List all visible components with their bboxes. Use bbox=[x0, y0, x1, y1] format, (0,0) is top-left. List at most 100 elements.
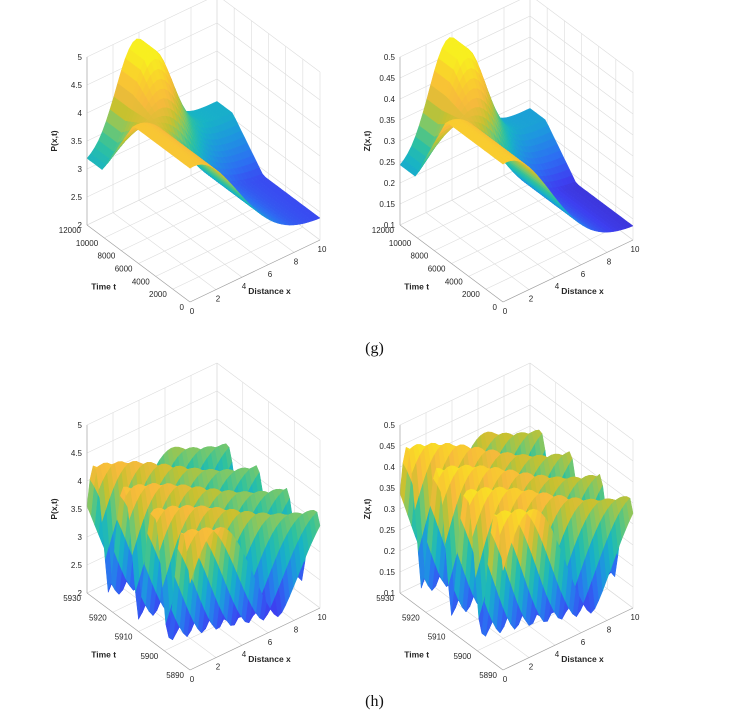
z-tick-label: 0.15 bbox=[379, 568, 395, 577]
surface-patch bbox=[499, 159, 508, 165]
x-tick-label: 2 bbox=[216, 295, 221, 304]
surface bbox=[399, 429, 634, 638]
x-tick-label: 6 bbox=[581, 638, 586, 647]
z-tick-label: 0.1 bbox=[384, 589, 396, 598]
z-axis-label: P(x,t) bbox=[49, 498, 59, 519]
x-tick-label: 0 bbox=[503, 675, 508, 684]
y-tick-label: 5910 bbox=[428, 633, 446, 642]
z-tick-label: 0.4 bbox=[384, 95, 396, 104]
z-tick-label: 3 bbox=[78, 533, 83, 542]
surface-plot-z-g: 02468100200040006000800010000120000.10.1… bbox=[362, 0, 640, 316]
z-tick-label: 0.25 bbox=[379, 526, 395, 535]
y-tick-label: 0 bbox=[493, 303, 498, 312]
z-tick-label: 0.3 bbox=[384, 137, 396, 146]
surface-plot-p-h: 02468105890590059105920593022.533.544.55… bbox=[49, 362, 327, 684]
y-axis-label: Time t bbox=[404, 281, 429, 291]
plot-g-right: 0 2 4 6 8 10 0 2000 4000 6000 8000 10000 12000 0.1 0.1… bbox=[362, 0, 663, 320]
x-tick-label: 8 bbox=[607, 625, 612, 634]
y-tick-label: 4000 bbox=[445, 277, 463, 286]
z-tick-label: 0.45 bbox=[379, 74, 395, 83]
y-tick-label: 2000 bbox=[462, 290, 480, 299]
y-tick-label: 2000 bbox=[149, 290, 167, 299]
y-tick-label: 0 bbox=[180, 303, 185, 312]
z-tick-label: 4 bbox=[78, 109, 83, 118]
surface-plot-z-h: 0246810589059005910592059300.10.150.20.2… bbox=[362, 362, 640, 684]
x-tick-label: 4 bbox=[242, 282, 247, 291]
z-tick-label: 0.35 bbox=[379, 484, 395, 493]
surface-patch bbox=[499, 525, 508, 571]
x-tick-label: 8 bbox=[607, 257, 612, 266]
z-tick-label: 0.3 bbox=[384, 505, 396, 514]
z-axis-label: Z(x,t) bbox=[362, 498, 372, 519]
x-tick-label: 6 bbox=[581, 270, 586, 279]
x-tick-label: 4 bbox=[555, 282, 560, 291]
x-tick-label: 6 bbox=[268, 270, 273, 279]
z-tick-label: 0.4 bbox=[384, 463, 396, 472]
y-tick-label: 5890 bbox=[479, 671, 497, 680]
x-tick-label: 0 bbox=[503, 307, 508, 316]
y-tick-label: 8000 bbox=[411, 252, 429, 261]
x-tick-label: 0 bbox=[190, 307, 195, 316]
z-tick-label: 4 bbox=[78, 477, 83, 486]
x-tick-label: 2 bbox=[216, 663, 221, 672]
x-axis-label: Distance x bbox=[561, 654, 604, 664]
x-tick-label: 10 bbox=[631, 245, 640, 254]
z-axis-label: Z(x,t) bbox=[362, 130, 372, 151]
z-tick-label: 0.2 bbox=[384, 179, 396, 188]
z-tick-label: 4.5 bbox=[71, 81, 83, 90]
x-tick-label: 6 bbox=[268, 638, 273, 647]
y-tick-label: 5900 bbox=[453, 652, 471, 661]
y-tick-label: 5890 bbox=[166, 671, 184, 680]
z-tick-label: 2.5 bbox=[71, 193, 83, 202]
z-tick-label: 2.5 bbox=[71, 561, 83, 570]
z-tick-label: 0.1 bbox=[384, 221, 396, 230]
y-tick-label: 6000 bbox=[115, 265, 133, 274]
x-tick-label: 0 bbox=[190, 675, 195, 684]
plot-h-right: 0 2 4 6 8 10 5890 5900 5910 5920 5930 0.1 0.15 0.2 0.2… bbox=[362, 362, 663, 688]
x-axis-label: Distance x bbox=[248, 286, 291, 296]
x-tick-label: 4 bbox=[242, 650, 247, 659]
z-tick-label: 3.5 bbox=[71, 505, 83, 514]
x-tick-label: 2 bbox=[529, 663, 534, 672]
x-tick-label: 8 bbox=[294, 625, 299, 634]
z-tick-label: 5 bbox=[78, 53, 83, 62]
z-tick-label: 5 bbox=[78, 421, 83, 430]
x-axis-label: Distance x bbox=[248, 654, 291, 664]
x-tick-label: 4 bbox=[555, 650, 560, 659]
z-tick-label: 3.5 bbox=[71, 137, 83, 146]
surface bbox=[86, 38, 321, 226]
axis-lines bbox=[399, 57, 634, 303]
y-tick-label: 5920 bbox=[89, 613, 107, 622]
z-tick-label: 0.25 bbox=[379, 158, 395, 167]
y-tick-label: 5920 bbox=[402, 613, 420, 622]
axis-lines bbox=[86, 57, 321, 303]
z-tick-label: 0.45 bbox=[379, 442, 395, 451]
z-tick-label: 0.2 bbox=[384, 547, 396, 556]
y-axis-label: Time t bbox=[91, 649, 116, 659]
surface-patch bbox=[186, 163, 195, 169]
y-tick-label: 12000 bbox=[59, 226, 82, 235]
caption-h: (h) bbox=[365, 693, 384, 710]
y-tick-label: 5930 bbox=[376, 594, 394, 603]
x-tick-label: 8 bbox=[294, 257, 299, 266]
axis-lines bbox=[399, 425, 634, 671]
y-tick-label: 6000 bbox=[428, 265, 446, 274]
y-axis-label: Time t bbox=[404, 649, 429, 659]
y-tick-label: 10000 bbox=[76, 239, 99, 248]
caption-g: (g) bbox=[365, 340, 384, 357]
z-tick-label: 3 bbox=[78, 165, 83, 174]
y-tick-label: 8000 bbox=[98, 252, 116, 261]
surface-plot-p-g: 024681002000400060008000100001200022.533… bbox=[49, 0, 327, 316]
z-tick-label: 4.5 bbox=[71, 449, 83, 458]
y-axis-label: Time t bbox=[91, 281, 116, 291]
z-axis-label: P(x,t) bbox=[49, 130, 59, 151]
y-tick-label: 5910 bbox=[115, 633, 133, 642]
x-tick-label: 2 bbox=[529, 295, 534, 304]
surface bbox=[399, 37, 634, 233]
x-tick-label: 10 bbox=[318, 245, 327, 254]
surface-patch bbox=[186, 542, 195, 584]
plot-g-left: 0 2 4 6 8 10 0 2000 4000 6000 8000 10000 12000 2 2.5 3 3… bbox=[49, 0, 350, 320]
z-tick-label: 0.35 bbox=[379, 116, 395, 125]
surface bbox=[86, 443, 321, 641]
z-tick-label: 0.5 bbox=[384, 53, 396, 62]
